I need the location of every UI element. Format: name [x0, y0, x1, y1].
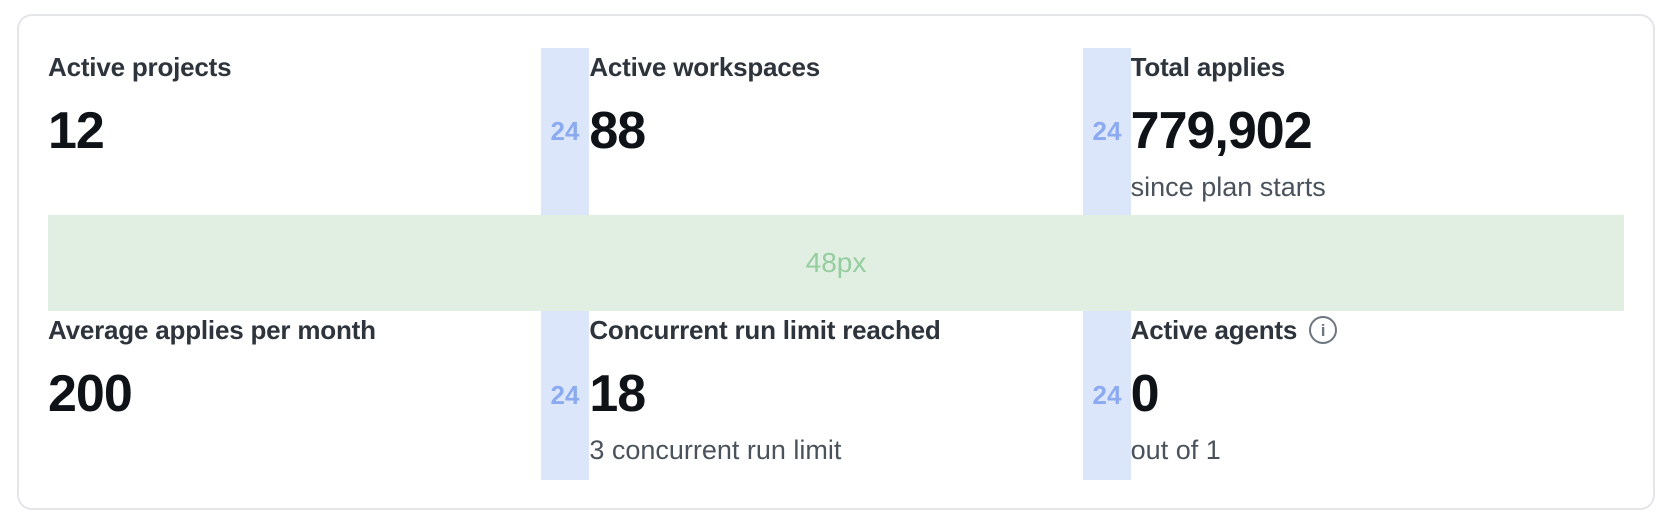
stat-value: 88	[589, 102, 646, 160]
stat-subtext: 3 concurrent run limit	[589, 435, 842, 465]
stat-subtext: since plan starts	[1130, 172, 1326, 202]
column-gap-measurement-bar: 24	[1083, 48, 1131, 215]
stat-label-row: Concurrent run limit reached	[589, 311, 940, 349]
stat-total-applies: Total applies 779,902 since plan starts	[1131, 48, 1624, 215]
stat-average-applies-per-month: Average applies per month 200	[48, 311, 541, 480]
stat-label: Total applies	[1130, 51, 1286, 82]
stat-label: Active agents	[1130, 314, 1298, 345]
stat-label: Concurrent run limit reached	[589, 314, 941, 345]
stat-label-row: Total applies	[1130, 48, 1286, 86]
stat-label: Active workspaces	[589, 51, 821, 82]
stat-value: 200	[48, 365, 133, 423]
stat-label-row: Active agents i	[1130, 311, 1338, 349]
column-gap-measurement-bar: 24	[1083, 311, 1131, 480]
stat-active-agents: Active agents i 0 out of 1	[1131, 311, 1624, 480]
column-gap-measurement-label: 24	[550, 116, 580, 146]
stat-value: 18	[589, 365, 646, 423]
row-gap-measurement-band: 48px	[48, 215, 1624, 311]
stat-value: 0	[1130, 365, 1160, 423]
column-gap-measurement-label: 24	[1092, 380, 1122, 410]
stat-subtext: out of 1	[1130, 435, 1221, 465]
stat-label-row: Average applies per month	[48, 311, 376, 349]
column-gap-measurement-label: 24	[1092, 116, 1122, 146]
stats-grid: Active projects 12 Active workspaces 88 …	[48, 48, 1624, 480]
stat-concurrent-run-limit-reached: Concurrent run limit reached 18 3 concur…	[589, 311, 1082, 480]
row-gap-measurement-label: 48px	[805, 247, 867, 278]
stat-value: 779,902	[1130, 102, 1313, 160]
stat-active-workspaces: Active workspaces 88	[589, 48, 1082, 215]
stat-value: 12	[48, 102, 105, 160]
stat-label: Average applies per month	[48, 314, 376, 345]
column-gap-measurement-bar: 24	[541, 311, 589, 480]
stat-active-projects: Active projects 12	[48, 48, 541, 215]
stat-label-row: Active projects	[48, 48, 232, 86]
column-gap-measurement-label: 24	[550, 380, 580, 410]
stat-label-row: Active workspaces	[589, 48, 820, 86]
stat-label: Active projects	[48, 51, 232, 82]
column-gap-measurement-bar: 24	[541, 48, 589, 215]
info-icon[interactable]: i	[1309, 316, 1338, 344]
